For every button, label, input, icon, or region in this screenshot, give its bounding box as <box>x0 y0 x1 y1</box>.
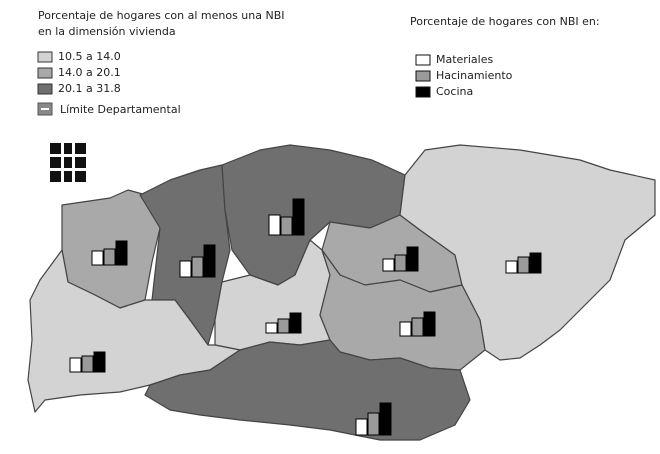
bar <box>280 216 293 236</box>
bar <box>529 252 542 274</box>
bar <box>394 254 407 272</box>
bar <box>179 260 192 278</box>
bar <box>505 260 518 274</box>
north-icon <box>50 143 86 182</box>
region <box>399 144 656 361</box>
bar <box>399 321 412 337</box>
bar <box>91 250 104 266</box>
bar <box>203 244 216 278</box>
bar <box>93 351 106 373</box>
bar <box>103 248 116 266</box>
bar <box>382 258 395 272</box>
legend-title: en la dimensión vivienda <box>38 25 176 38</box>
bar <box>265 322 278 334</box>
bar <box>411 317 424 337</box>
legend-label: Hacinamiento <box>436 69 513 82</box>
bar <box>268 214 281 236</box>
bar <box>81 355 94 373</box>
legend-label: 10.5 a 14.0 <box>58 50 121 63</box>
bar <box>289 312 302 334</box>
legend-swatch <box>415 70 431 82</box>
legend-label: 20.1 a 31.8 <box>58 82 121 95</box>
bar <box>517 256 530 274</box>
bar <box>277 318 290 334</box>
legend-swatch <box>37 51 53 63</box>
bar <box>115 240 128 266</box>
legend-swatch <box>415 86 431 98</box>
legend-label: 14.0 a 20.1 <box>58 66 121 79</box>
legend-swatch <box>37 83 53 95</box>
bar <box>406 246 419 272</box>
legend-label: Materiales <box>436 53 493 66</box>
bar <box>379 402 392 436</box>
boundary-icon-dash <box>41 108 49 110</box>
boundary-label: Límite Departamental <box>60 103 181 116</box>
bar <box>69 357 82 373</box>
legend-swatch <box>37 67 53 79</box>
bar <box>355 418 368 436</box>
bar <box>292 198 305 236</box>
legend-title: Porcentaje de hogares con al menos una N… <box>38 9 285 22</box>
bar <box>367 412 380 436</box>
legend-label: Cocina <box>436 85 473 98</box>
bar <box>423 311 436 337</box>
legend-title: Porcentaje de hogares con NBI en: <box>410 15 600 28</box>
legend-swatch <box>415 54 431 66</box>
bar <box>191 256 204 278</box>
